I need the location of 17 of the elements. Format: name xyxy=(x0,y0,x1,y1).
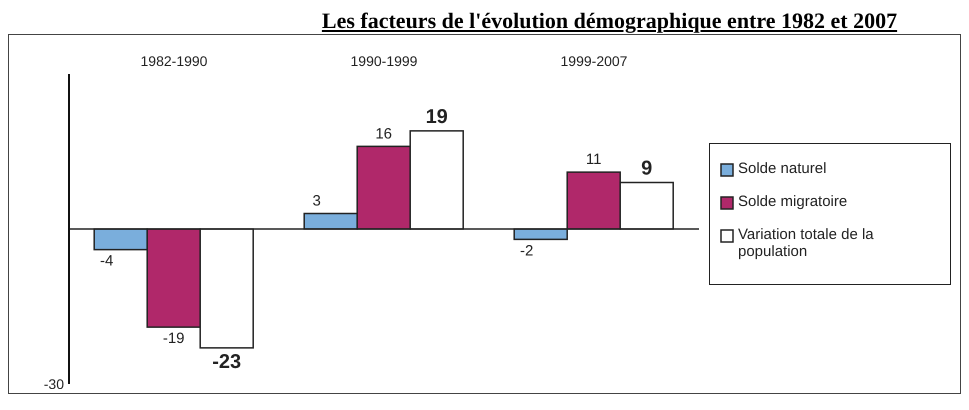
data-label: 9 xyxy=(641,158,652,180)
data-label: -19 xyxy=(162,330,185,348)
data-label: -2 xyxy=(520,242,534,260)
x-tick-label: 1982-1990 xyxy=(140,53,208,69)
legend-label: Solde naturel xyxy=(738,160,826,177)
legend-label: Solde migratoire xyxy=(738,193,848,210)
legend-label: Variation totale de la population xyxy=(738,226,875,260)
data-label: 19 xyxy=(426,106,448,128)
data-label: -23 xyxy=(212,350,242,373)
data-label: 3 xyxy=(312,192,321,210)
data-label: 11 xyxy=(586,151,602,168)
text: -30 xyxy=(44,376,64,392)
x-tick-label: 1999-2007 xyxy=(560,53,628,69)
data-label: 16 xyxy=(375,125,392,142)
x-tick-label: 1990-1999 xyxy=(350,53,418,69)
chart-title: Les facteurs de l'évolution démographique entre 1982 et 2007 xyxy=(320,8,898,34)
data-label: -4 xyxy=(100,252,114,270)
